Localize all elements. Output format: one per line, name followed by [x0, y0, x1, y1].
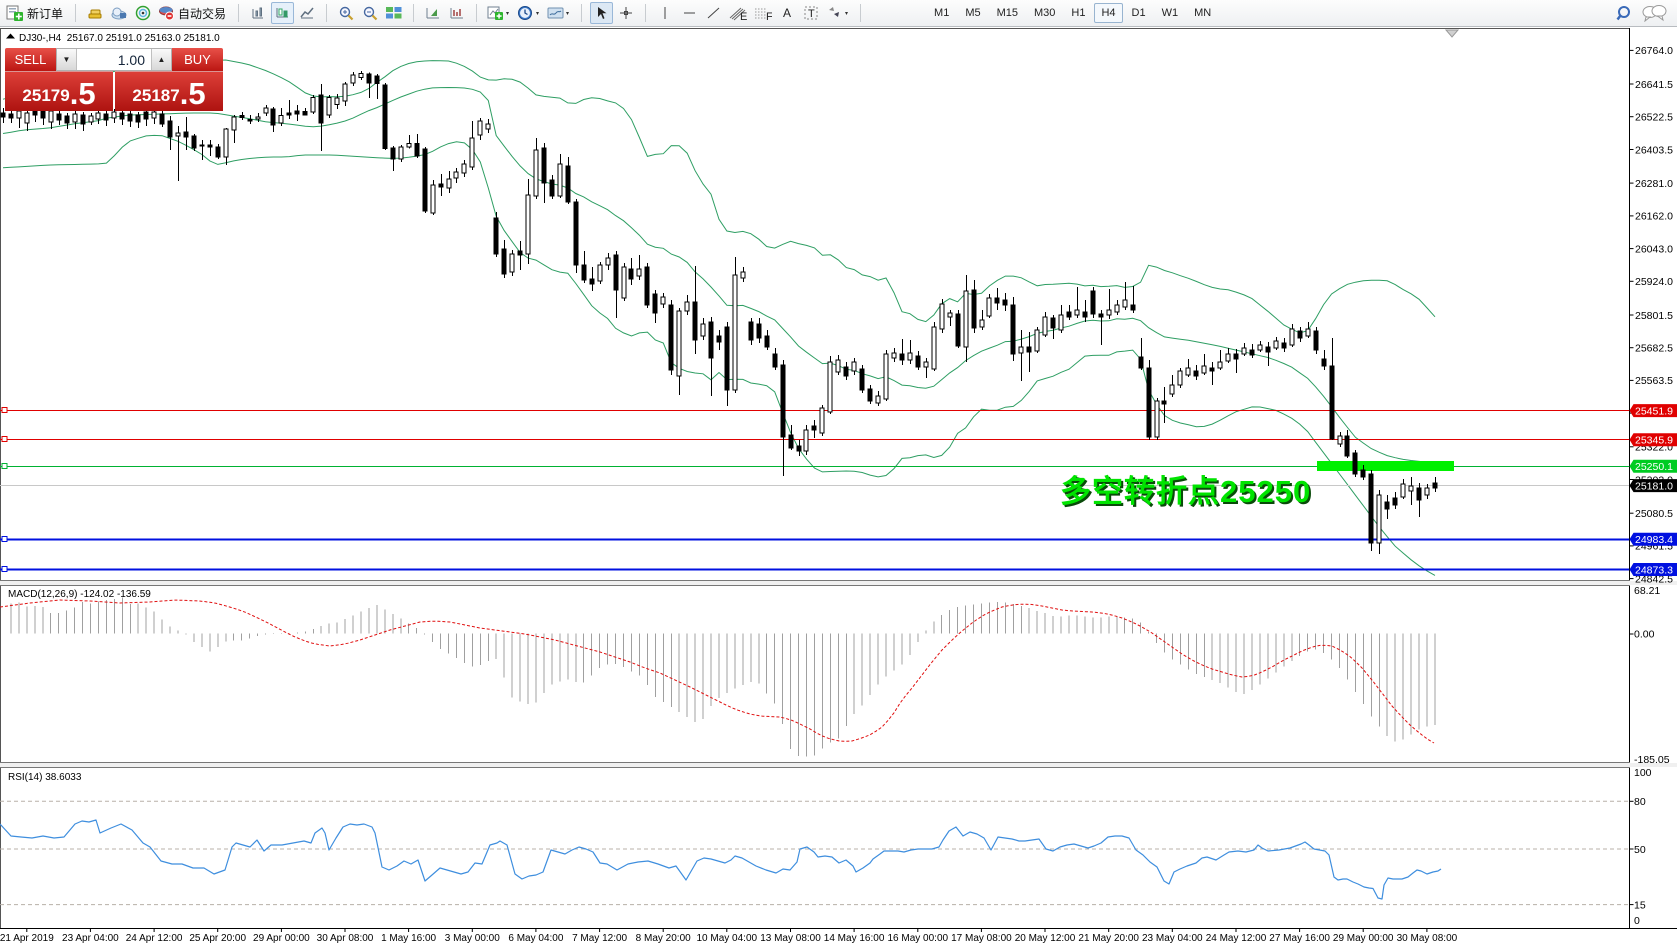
svg-text:26403.5: 26403.5 [1635, 144, 1673, 156]
svg-text:MACD(12,26,9) -124.02 -136.59: MACD(12,26,9) -124.02 -136.59 [8, 589, 151, 600]
svg-text:21 Apr 2019: 21 Apr 2019 [0, 933, 54, 944]
svg-text:0.00: 0.00 [1634, 629, 1655, 641]
svg-text:27 May 16:00: 27 May 16:00 [1269, 933, 1330, 944]
svg-text:21 May 20:00: 21 May 20:00 [1078, 933, 1139, 944]
svg-text:26522.5: 26522.5 [1635, 112, 1673, 124]
svg-text:-185.05: -185.05 [1634, 754, 1670, 766]
svg-text:24983.4: 24983.4 [1635, 534, 1673, 546]
svg-text:26641.5: 26641.5 [1635, 79, 1673, 91]
svg-text:16 May 00:00: 16 May 00:00 [887, 933, 948, 944]
svg-text:8 May 20:00: 8 May 20:00 [636, 933, 691, 944]
svg-text:26043.0: 26043.0 [1635, 243, 1673, 255]
svg-text:100: 100 [1634, 767, 1652, 779]
svg-text:26281.0: 26281.0 [1635, 178, 1673, 190]
svg-text:30 Apr 08:00: 30 Apr 08:00 [317, 933, 374, 944]
svg-text:25 Apr 20:00: 25 Apr 20:00 [189, 933, 246, 944]
svg-text:20 May 12:00: 20 May 12:00 [1015, 933, 1076, 944]
svg-text:26162.0: 26162.0 [1635, 211, 1673, 223]
svg-text:25181.0: 25181.0 [1635, 480, 1673, 492]
svg-text:6 May 04:00: 6 May 04:00 [508, 933, 563, 944]
svg-text:0: 0 [1634, 915, 1640, 927]
svg-text:23 May 04:00: 23 May 04:00 [1142, 933, 1203, 944]
svg-text:24 Apr 12:00: 24 Apr 12:00 [126, 933, 183, 944]
svg-text:14 May 16:00: 14 May 16:00 [824, 933, 885, 944]
svg-text:DJ30-,H4 25167.0 25191.0 2516: DJ30-,H4 25167.0 25191.0 25163.0 25181.0 [19, 33, 220, 44]
svg-text:多空转折点25250: 多空转折点25250 [1062, 476, 1313, 511]
svg-text:25345.9: 25345.9 [1635, 435, 1673, 447]
svg-text:29 May 00:00: 29 May 00:00 [1333, 933, 1394, 944]
svg-text:F: F [766, 11, 772, 21]
svg-text:10 May 04:00: 10 May 04:00 [696, 933, 757, 944]
svg-text:25451.9: 25451.9 [1635, 405, 1673, 417]
svg-text:25250.1: 25250.1 [1635, 461, 1673, 473]
svg-text:50: 50 [1634, 844, 1646, 856]
svg-text:25563.5: 25563.5 [1635, 375, 1673, 387]
svg-text:15: 15 [1634, 899, 1646, 911]
svg-text:30 May 08:00: 30 May 08:00 [1397, 933, 1458, 944]
svg-text:7 May 12:00: 7 May 12:00 [572, 933, 627, 944]
svg-text:25801.5: 25801.5 [1635, 310, 1673, 322]
svg-text:24873.3: 24873.3 [1635, 564, 1673, 576]
svg-text:13 May 08:00: 13 May 08:00 [760, 933, 821, 944]
svg-text:RSI(14) 38.6033: RSI(14) 38.6033 [8, 772, 82, 783]
svg-text:3 May 00:00: 3 May 00:00 [445, 933, 500, 944]
svg-text:26764.0: 26764.0 [1635, 45, 1673, 57]
svg-text:68.21: 68.21 [1634, 585, 1660, 597]
svg-text:T: T [808, 8, 815, 20]
svg-text:23 Apr 04:00: 23 Apr 04:00 [62, 933, 119, 944]
svg-text:24 May 12:00: 24 May 12:00 [1206, 933, 1267, 944]
svg-text:25682.5: 25682.5 [1635, 343, 1673, 355]
svg-text:多空转折点25250: 多空转折点25250 [1060, 474, 1311, 509]
svg-text:25080.5: 25080.5 [1635, 508, 1673, 520]
svg-text:17 May 08:00: 17 May 08:00 [951, 933, 1012, 944]
svg-text:E: E [740, 11, 747, 21]
svg-text:80: 80 [1634, 796, 1646, 808]
svg-text:24842.5: 24842.5 [1635, 573, 1673, 585]
svg-text:1 May 16:00: 1 May 16:00 [381, 933, 436, 944]
svg-text:25924.0: 25924.0 [1635, 276, 1673, 288]
svg-text:29 Apr 00:00: 29 Apr 00:00 [253, 933, 310, 944]
